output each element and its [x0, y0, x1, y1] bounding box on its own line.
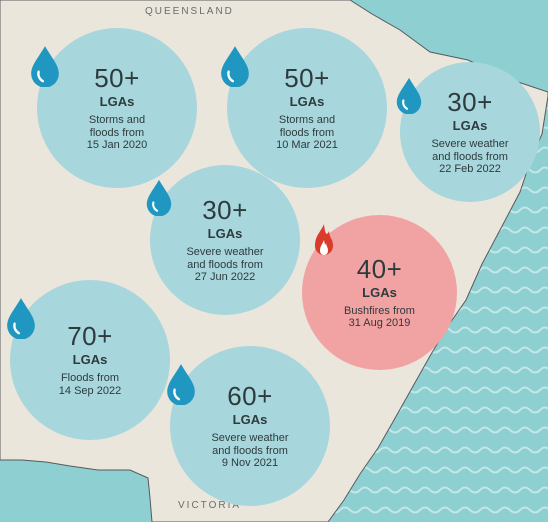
water-drop-icon [394, 76, 424, 119]
bubble-description: Storms andfloods from15 Jan 2020 [87, 114, 148, 152]
bubble-count: 70+ [67, 322, 113, 352]
bubble-lgas-label: LGAs [208, 227, 243, 242]
bubble-description: Severe weatherand floods from22 Feb 2022 [431, 138, 508, 176]
bubble-lgas-label: LGAs [100, 95, 135, 110]
bubble-lgas-label: LGAs [453, 119, 488, 134]
bubble-description: Severe weatherand floods from9 Nov 2021 [211, 432, 288, 470]
bubble-lgas-label: LGAs [362, 286, 397, 301]
water-drop-icon [4, 296, 38, 344]
state-label: QUEENSLAND [145, 6, 234, 17]
bubble-count: 30+ [447, 88, 493, 118]
bubble-count: 40+ [357, 255, 403, 285]
bubble-description: Bushfires from31 Aug 2019 [344, 305, 415, 330]
bubble-lgas-label: LGAs [233, 413, 268, 428]
bubble-count: 30+ [202, 196, 248, 226]
bubble-count: 50+ [284, 64, 330, 94]
bubble-lgas-label: LGAs [73, 353, 108, 368]
bubble-description: Severe weatherand floods from27 Jun 2022 [186, 246, 263, 284]
infographic-stage: QUEENSLANDVICTORIA 50+LGAsStorms andfloo… [0, 0, 548, 522]
water-drop-icon [164, 362, 198, 410]
water-drop-icon [28, 44, 62, 92]
bubble-description: Floods from14 Sep 2022 [59, 372, 121, 397]
bubble-description: Storms andfloods from10 Mar 2021 [276, 114, 338, 152]
flame-icon [308, 222, 340, 267]
water-drop-icon [144, 178, 174, 221]
bubble-lgas-label: LGAs [290, 95, 325, 110]
bubble-count: 60+ [227, 382, 273, 412]
bubble-count: 50+ [94, 64, 140, 94]
water-drop-icon [218, 44, 252, 92]
